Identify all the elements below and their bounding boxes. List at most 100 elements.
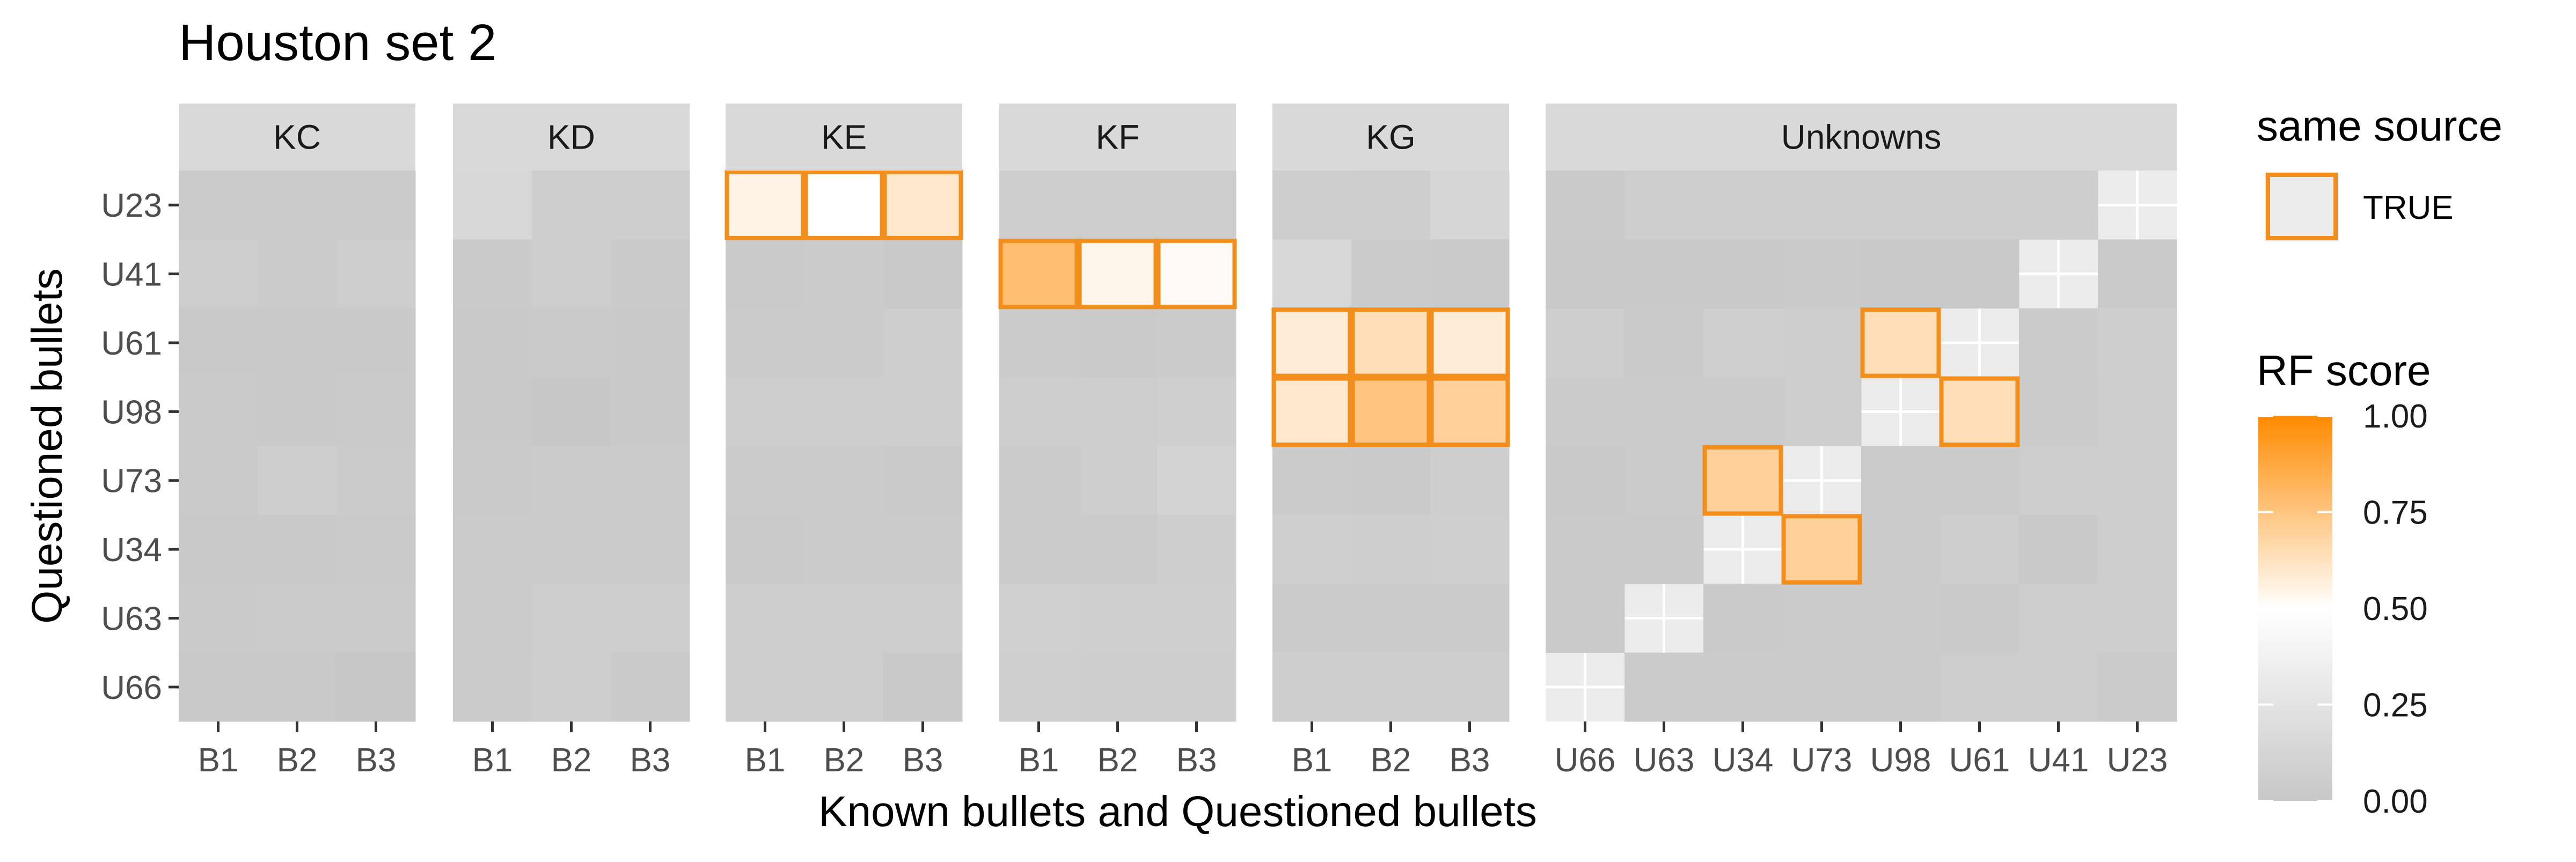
heat-tile: [1703, 652, 1783, 722]
legend-rf-score-title: RF score: [2257, 347, 2431, 394]
x-tick-label: U66: [1555, 742, 1616, 779]
heat-tile: [179, 239, 258, 309]
same-source-outline: [1429, 376, 1510, 447]
heat-tile: [179, 308, 258, 378]
heat-tile: [1078, 446, 1158, 515]
same-source-outline: [1939, 376, 2020, 447]
heat-tile: [258, 239, 337, 309]
heat-tile: [611, 446, 690, 515]
facet-kd: [453, 104, 690, 722]
x-tick-label: B3: [1176, 742, 1217, 779]
same-source-outline: [882, 170, 963, 240]
facet-strip-label: KE: [821, 118, 867, 157]
heat-tile: [1078, 308, 1158, 378]
heat-tile: [999, 514, 1079, 584]
heat-tile: [883, 584, 963, 653]
heat-tile: [1272, 584, 1352, 653]
x-tick-label: B3: [1450, 742, 1490, 779]
heat-tile: [179, 377, 258, 446]
heat-tile: [804, 377, 884, 446]
facet-strip: [1546, 104, 2177, 171]
facet-kg: [1271, 104, 1510, 722]
heat-tile: [1351, 584, 1431, 653]
heat-tile: [726, 171, 805, 240]
heat-tile: [336, 171, 416, 240]
heat-tile: [2098, 446, 2177, 515]
heat-tile: [1546, 308, 1625, 378]
heat-tile: [1272, 377, 1352, 446]
facet-strip: [999, 104, 1236, 171]
y-tick-label: U63: [101, 600, 162, 637]
heat-tile: [1782, 171, 1862, 240]
heat-tile: [1782, 239, 1862, 309]
heat-tile: [1430, 377, 1510, 446]
heat-tile: [1351, 171, 1431, 240]
heat-tile: [1940, 446, 2019, 515]
same-source-outline: [1156, 238, 1237, 310]
y-tick-label: U61: [101, 325, 162, 362]
heat-tile: [726, 239, 805, 309]
heat-tile: [611, 514, 690, 584]
heat-tile: [804, 308, 884, 378]
heat-tile: [532, 446, 611, 515]
heat-tile: [1546, 446, 1625, 515]
heat-tile: [453, 584, 532, 653]
y-tick-label: U34: [101, 532, 162, 569]
heat-tile: [1351, 308, 1431, 378]
heat-tile: [1272, 652, 1352, 722]
heat-tile: [726, 308, 805, 378]
heat-tile: [453, 514, 532, 584]
heat-tile: [1157, 239, 1236, 309]
y-axis-label: Questioned bullets: [23, 268, 71, 624]
y-tick-label: U73: [101, 463, 162, 500]
heat-tile: [2019, 308, 2098, 378]
heat-tile: [2019, 171, 2098, 240]
heat-tile: [883, 652, 963, 722]
heat-tile: [883, 377, 963, 446]
heat-tile: [2098, 652, 2177, 722]
x-tick-label: B1: [1292, 742, 1333, 779]
x-tick-label: B1: [198, 742, 239, 779]
heat-tile: [1430, 239, 1510, 309]
heat-tile: [1861, 514, 1941, 584]
heat-tile: [726, 377, 805, 446]
x-tick-label: B1: [472, 742, 513, 779]
heat-tile: [532, 239, 611, 309]
legend-key-outline: [2266, 173, 2338, 240]
heat-tile: [1157, 171, 1236, 240]
heat-tile: [532, 652, 611, 722]
heat-tile: [532, 514, 611, 584]
heat-tile: [1546, 239, 1625, 309]
heat-tile: [611, 308, 690, 378]
chart-title: Houston set 2: [179, 14, 496, 71]
heat-tile: [1546, 171, 1625, 240]
heat-tile: [1157, 308, 1236, 378]
heat-tile: [1546, 584, 1625, 653]
heat-tile: [883, 446, 963, 515]
facet-strip-label: KF: [1096, 118, 1140, 157]
heat-tile: [1703, 446, 1783, 515]
heat-tile: [453, 377, 532, 446]
facet-strip-label: KD: [547, 118, 595, 157]
heat-tile: [453, 446, 532, 515]
heat-tile: [1703, 171, 1783, 240]
heat-tile: [1861, 652, 1941, 722]
heat-tile: [453, 171, 532, 240]
heat-tile: [1272, 308, 1352, 378]
heat-tile: [2019, 446, 2098, 515]
same-source-outline: [1271, 376, 1352, 447]
heat-tile: [1078, 584, 1158, 653]
heat-tile: [1624, 377, 1704, 446]
heat-tile: [1430, 584, 1510, 653]
heat-tile: [179, 446, 258, 515]
heat-tile: [1157, 377, 1236, 446]
heat-tile: [1861, 446, 1941, 515]
heat-tile: [1703, 584, 1783, 653]
same-source-outline: [998, 238, 1079, 310]
x-tick-label: B2: [824, 742, 865, 779]
colorbar-tick-label: 1.00: [2363, 398, 2428, 435]
x-tick-label: B1: [1019, 742, 1059, 779]
heat-tile: [1624, 514, 1704, 584]
x-tick-label: U34: [1713, 742, 1774, 779]
heat-tile: [2019, 377, 2098, 446]
